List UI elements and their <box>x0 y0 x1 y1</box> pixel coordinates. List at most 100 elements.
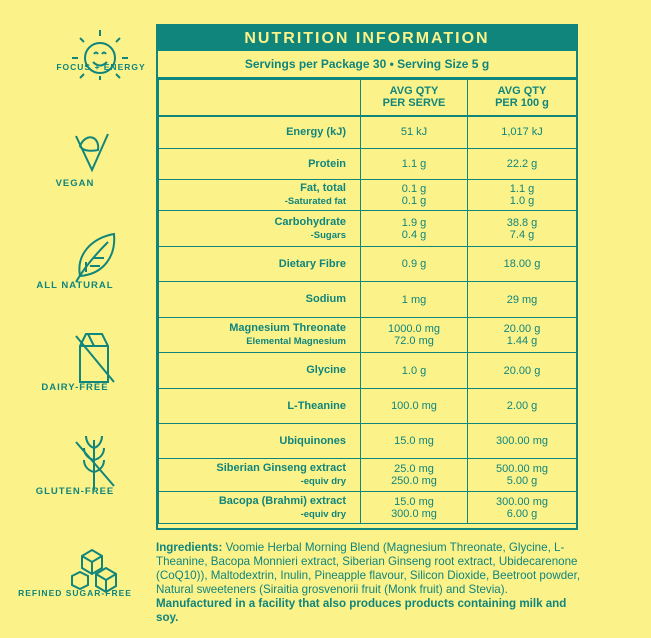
badge-gluten-free: GLUTEN-FREE <box>10 432 140 532</box>
value-per-100g: 22.2 g <box>467 148 577 180</box>
table-row: Dietary Fibre 0.9 g 18.00 g <box>158 246 577 282</box>
value-per-serve: 51 kJ <box>360 115 468 149</box>
sun-icon <box>72 30 128 80</box>
nutrient-name: Fat, total <box>300 182 346 194</box>
nutrient-subname: -Saturated fat <box>284 196 346 207</box>
value-per-100g-cell: 20.00 g 1.44 g <box>467 317 577 353</box>
nutrient-name: Glycine <box>158 352 361 389</box>
value-per-100g-sub: 5.00 g <box>506 475 538 487</box>
badge-label: REFINED SUGAR-FREE <box>18 588 132 598</box>
nutrient-subname: Elemental Magnesium <box>246 336 346 347</box>
table-row: Ubiquinones 15.0 mg 300.00 mg <box>158 423 577 459</box>
value-per-serve-cell: 25.0 mg 250.0 mg <box>360 458 468 492</box>
value-per-serve: 1000.0 mg <box>388 323 440 335</box>
value-per-100g-cell: 1.1 g 1.0 g <box>467 179 577 211</box>
value-per-serve: 1.0 g <box>360 352 468 389</box>
table-row: Energy (kJ) 51 kJ 1,017 kJ <box>158 115 577 149</box>
value-per-100g: 300.00 mg <box>467 423 577 459</box>
header-per-100g-line1: AVG QTY <box>497 85 547 98</box>
nutrient-subname: -equiv dry <box>300 476 346 487</box>
nutrient-name: Carbohydrate <box>274 215 346 228</box>
badge-column: FOCUS + ENERGY VEGAN ALL NATURAL <box>0 0 150 638</box>
ingredients-list: Voomie Herbal Morning Blend (Magnesium T… <box>156 541 581 596</box>
badge-label: ALL NATURAL <box>36 280 114 291</box>
value-per-serve: 1.9 g <box>401 216 427 229</box>
value-per-100g-sub: 1.44 g <box>506 335 538 347</box>
value-per-100g: 20.00 g <box>467 352 577 389</box>
table-row: Bacopa (Brahmi) extract -equiv dry 15.0 … <box>158 491 577 524</box>
value-per-serve-sub: 250.0 mg <box>391 475 437 487</box>
value-per-serve-sub: 300.0 mg <box>391 507 437 520</box>
badge-all-natural: ALL NATURAL <box>10 226 140 326</box>
value-per-100g: 300.00 mg <box>496 495 548 508</box>
nutrient-name: Energy (kJ) <box>158 115 361 149</box>
badge-refined-sugar-free: REFINED SUGAR-FREE <box>10 534 140 634</box>
nutrient-name: Siberian Ginseng extract <box>216 462 346 474</box>
table-row: Glycine 1.0 g 20.00 g <box>158 352 577 389</box>
badge-focus-energy: FOCUS + ENERGY <box>10 14 145 114</box>
table-row: Sodium 1 mg 29 mg <box>158 281 577 318</box>
value-per-serve-sub: 0.4 g <box>401 228 427 241</box>
value-per-100g: 38.8 g <box>506 216 538 229</box>
value-per-serve: 100.0 mg <box>360 388 468 424</box>
nutrient-name-cell: Siberian Ginseng extract -equiv dry <box>158 458 361 492</box>
nutrient-name-cell: Carbohydrate -Sugars <box>158 210 361 247</box>
badge-label: DAIRY-FREE <box>41 382 109 393</box>
value-per-serve: 15.0 mg <box>394 495 434 508</box>
badge-dairy-free: DAIRY-FREE <box>10 328 140 428</box>
nutrition-panel: NUTRITION INFORMATION Servings per Packa… <box>156 24 578 530</box>
value-per-serve: 1.1 g <box>360 148 468 180</box>
header-blank-cell <box>158 79 361 117</box>
panel-title: NUTRITION INFORMATION <box>158 26 576 51</box>
table-header-row: AVG QTY PER SERVE AVG QTY PER 100 g <box>158 79 577 117</box>
badge-label: FOCUS + ENERGY <box>56 62 146 72</box>
value-per-100g-cell: 500.00 mg 5.00 g <box>467 458 577 492</box>
table-row: Carbohydrate -Sugars 1.9 g 0.4 g 38.8 g … <box>158 210 577 247</box>
badge-label: GLUTEN-FREE <box>35 486 115 497</box>
table-row: Magnesium Threonate Elemental Magnesium … <box>158 317 577 353</box>
value-per-100g-cell: 300.00 mg 6.00 g <box>467 491 577 524</box>
table-row: Siberian Ginseng extract -equiv dry 25.0… <box>158 458 577 492</box>
table-row: L-Theanine 100.0 mg 2.00 g <box>158 388 577 424</box>
nutrient-name: L-Theanine <box>158 388 361 424</box>
value-per-100g: 1.1 g <box>509 183 535 195</box>
value-per-serve-cell: 1.9 g 0.4 g <box>360 210 468 247</box>
header-per-100g-line2: PER 100 g <box>495 97 549 110</box>
value-per-100g: 20.00 g <box>503 323 541 335</box>
value-per-serve-cell: 15.0 mg 300.0 mg <box>360 491 468 524</box>
header-per-100g: AVG QTY PER 100 g <box>467 79 577 117</box>
value-per-100g: 1,017 kJ <box>467 115 577 149</box>
nutrient-name: Ubiquinones <box>158 423 361 459</box>
nutrient-name: Protein <box>158 148 361 180</box>
serving-info: Servings per Package 30 • Serving Size 5… <box>158 51 576 79</box>
nutrient-name-cell: Fat, total -Saturated fat <box>158 179 361 211</box>
sugar-cubes-icon <box>71 548 117 594</box>
header-per-serve-line2: PER SERVE <box>382 97 446 110</box>
vegan-v-leaf-icon <box>75 133 109 173</box>
value-per-serve-cell: 0.1 g 0.1 g <box>360 179 468 211</box>
value-per-100g: 29 mg <box>467 281 577 318</box>
value-per-serve: 1 mg <box>360 281 468 318</box>
value-per-100g-cell: 38.8 g 7.4 g <box>467 210 577 247</box>
nutrient-name-cell: Magnesium Threonate Elemental Magnesium <box>158 317 361 353</box>
value-per-100g-sub: 1.0 g <box>509 195 535 207</box>
nutrient-name: Bacopa (Brahmi) extract <box>218 494 346 507</box>
crossed-milk-carton-icon <box>75 333 115 383</box>
value-per-serve: 0.1 g <box>401 183 427 195</box>
header-per-serve-line1: AVG QTY <box>389 85 439 98</box>
table-row: Protein 1.1 g 22.2 g <box>158 148 577 180</box>
nutrient-subname: -equiv dry <box>300 508 346 520</box>
table-row: Fat, total -Saturated fat 0.1 g 0.1 g 1.… <box>158 179 577 211</box>
ingredients-label: Ingredients: <box>156 541 223 554</box>
value-per-serve: 15.0 mg <box>360 423 468 459</box>
value-per-100g-sub: 6.00 g <box>506 507 538 520</box>
allergen-note: Manufactured in a facility that also pro… <box>156 597 567 624</box>
nutrient-name: Dietary Fibre <box>158 246 361 282</box>
nutrition-table: AVG QTY PER SERVE AVG QTY PER 100 g Ener… <box>158 79 577 524</box>
nutrient-name: Magnesium Threonate <box>229 322 346 334</box>
value-per-serve: 25.0 mg <box>394 463 434 475</box>
value-per-100g-sub: 7.4 g <box>509 228 535 241</box>
nutrient-subname: -Sugars <box>310 229 346 241</box>
ingredients-text: Ingredients: Voomie Herbal Morning Blend… <box>156 541 581 625</box>
crossed-wheat-icon <box>75 435 115 490</box>
